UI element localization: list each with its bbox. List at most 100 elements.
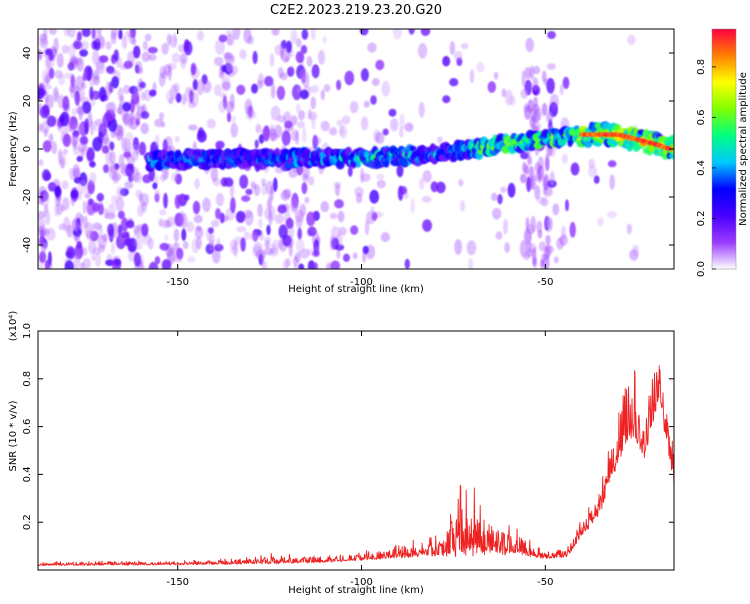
- spectrogram-cell: [503, 218, 508, 235]
- spectrogram-cell: [38, 49, 43, 60]
- spectrogram-cell: [73, 254, 81, 269]
- spectrogram-cell: [520, 89, 528, 99]
- spectrogram-cell: [279, 72, 288, 81]
- spectrogram-cell: [38, 211, 47, 219]
- spectrogram-cell: [45, 56, 52, 72]
- spectrogram-cell: [537, 229, 543, 239]
- spectrogram-cell: [519, 240, 528, 258]
- spectrogram-cell: [304, 196, 310, 204]
- snr-x-ticks: -150 -100 -50: [166, 331, 554, 588]
- spectrogram-cell: [84, 118, 89, 135]
- spectrogram-cell: [296, 121, 305, 129]
- colorbar-frame: [711, 28, 737, 270]
- spectrogram-cell: [81, 29, 91, 38]
- spectrogram-cell: [206, 118, 216, 129]
- spectrogram-cell: [179, 210, 184, 226]
- spectrogram-cell: [442, 55, 451, 67]
- spectrogram-cell: [525, 217, 530, 230]
- spectrogram-cell: [350, 225, 359, 235]
- spectrogram-cell: [297, 227, 303, 240]
- spectrogram-cell: [299, 89, 309, 100]
- spectrogram-cell: [159, 209, 167, 216]
- spectrogram-cell: [421, 196, 432, 203]
- spectrogram-cell: [338, 226, 347, 236]
- spectrogram-cell: [98, 131, 104, 144]
- spectrogram-cell: [271, 29, 280, 36]
- spectrogram-cell: [460, 43, 469, 50]
- spectrogram-cell: [188, 124, 198, 131]
- spectrogram-cell: [435, 181, 446, 194]
- spectrogram-cell: [38, 123, 44, 133]
- spectrogram-cell: [98, 55, 109, 63]
- spectrogram-cell: [407, 122, 414, 132]
- spectrogram-cell: [253, 184, 261, 197]
- colorbar-tick-label: 0.0: [696, 261, 707, 277]
- spectrogram-cell: [154, 256, 161, 265]
- spectrogram-cell: [330, 226, 341, 240]
- spectrogram-cell: [543, 245, 550, 261]
- spectrogram-cell: [288, 168, 298, 178]
- spectrogram-cell: [274, 213, 284, 224]
- spectrogram-cell: [236, 226, 247, 233]
- spectrogram-cell: [255, 123, 262, 134]
- spectrogram-cell: [79, 135, 89, 145]
- spectrogram-cell: [469, 69, 475, 84]
- spectrogram-cell: [97, 244, 106, 253]
- spectrogram-cell: [113, 259, 122, 266]
- spectrogram-cell: [298, 110, 306, 121]
- spectrogram-cell: [74, 90, 81, 106]
- spectrogram-cell: [220, 177, 228, 187]
- spectrogram-cell: [525, 241, 533, 253]
- spectrogram-cell: [269, 185, 274, 201]
- spectrogram-cell: [627, 34, 636, 46]
- spectrogram-y-tick-label: 0: [22, 146, 33, 152]
- spectrogram-cell: [159, 242, 170, 251]
- spectrogram-cell: [54, 70, 64, 79]
- colorbar-bar: [712, 29, 736, 269]
- spectrogram-cell: [315, 246, 320, 254]
- spectrogram-cell: [67, 61, 75, 71]
- spectrogram-cell: [546, 77, 555, 94]
- spectrogram-cell: [215, 208, 221, 220]
- spectrogram-cell: [254, 139, 259, 149]
- spectrogram-cell: [116, 186, 126, 198]
- spectrogram-cell: [208, 227, 214, 234]
- spectrogram-cell: [38, 87, 45, 100]
- spectrogram-cell: [546, 63, 556, 70]
- spectrogram-cell: [57, 121, 61, 131]
- colorbar: 0.0 0.2 0.4 0.6 0.8 Normalized spectral ampl…: [696, 28, 749, 277]
- spectrogram-cell: [549, 93, 560, 110]
- spectrogram-cell: [369, 189, 380, 204]
- spectrogram-cell: [103, 164, 109, 174]
- spectrogram-cell: [133, 45, 141, 59]
- spectrogram-cell: [191, 238, 200, 254]
- spectrogram-cell: [89, 120, 95, 136]
- spectrogram-cell: [500, 186, 507, 193]
- spectrogram-cell: [138, 141, 147, 156]
- spectrogram-cell: [569, 221, 576, 238]
- spectrogram-cell: [124, 238, 134, 247]
- spectrogram-cell: [262, 134, 270, 142]
- spectrogram-cell: [399, 186, 408, 195]
- spectrogram-cell: [409, 145, 417, 152]
- spectrogram-cell: [306, 56, 313, 67]
- spectrogram-cell: [363, 100, 370, 108]
- spectrogram-cell: [370, 95, 377, 105]
- spectrogram-cell: [311, 64, 320, 79]
- spectrogram-cell: [133, 85, 141, 96]
- spectrogram-cell: [164, 234, 169, 241]
- spectrogram-cell: [293, 255, 299, 269]
- spectrogram-cell: [42, 140, 52, 153]
- spectrogram-cell: [547, 31, 556, 39]
- spectrogram-cell: [101, 145, 109, 154]
- spectrogram-cell: [420, 29, 431, 37]
- spectrogram-cell: [495, 231, 503, 240]
- spectrogram-cell: [129, 111, 135, 126]
- spectrogram-cell: [492, 207, 502, 220]
- snr-y-tick-label: 1.0: [22, 323, 33, 339]
- spectrogram-cell: [128, 163, 134, 171]
- spectrogram-cell: [182, 241, 189, 250]
- spectrogram-cell: [154, 134, 160, 148]
- spectrogram-cell: [565, 199, 569, 212]
